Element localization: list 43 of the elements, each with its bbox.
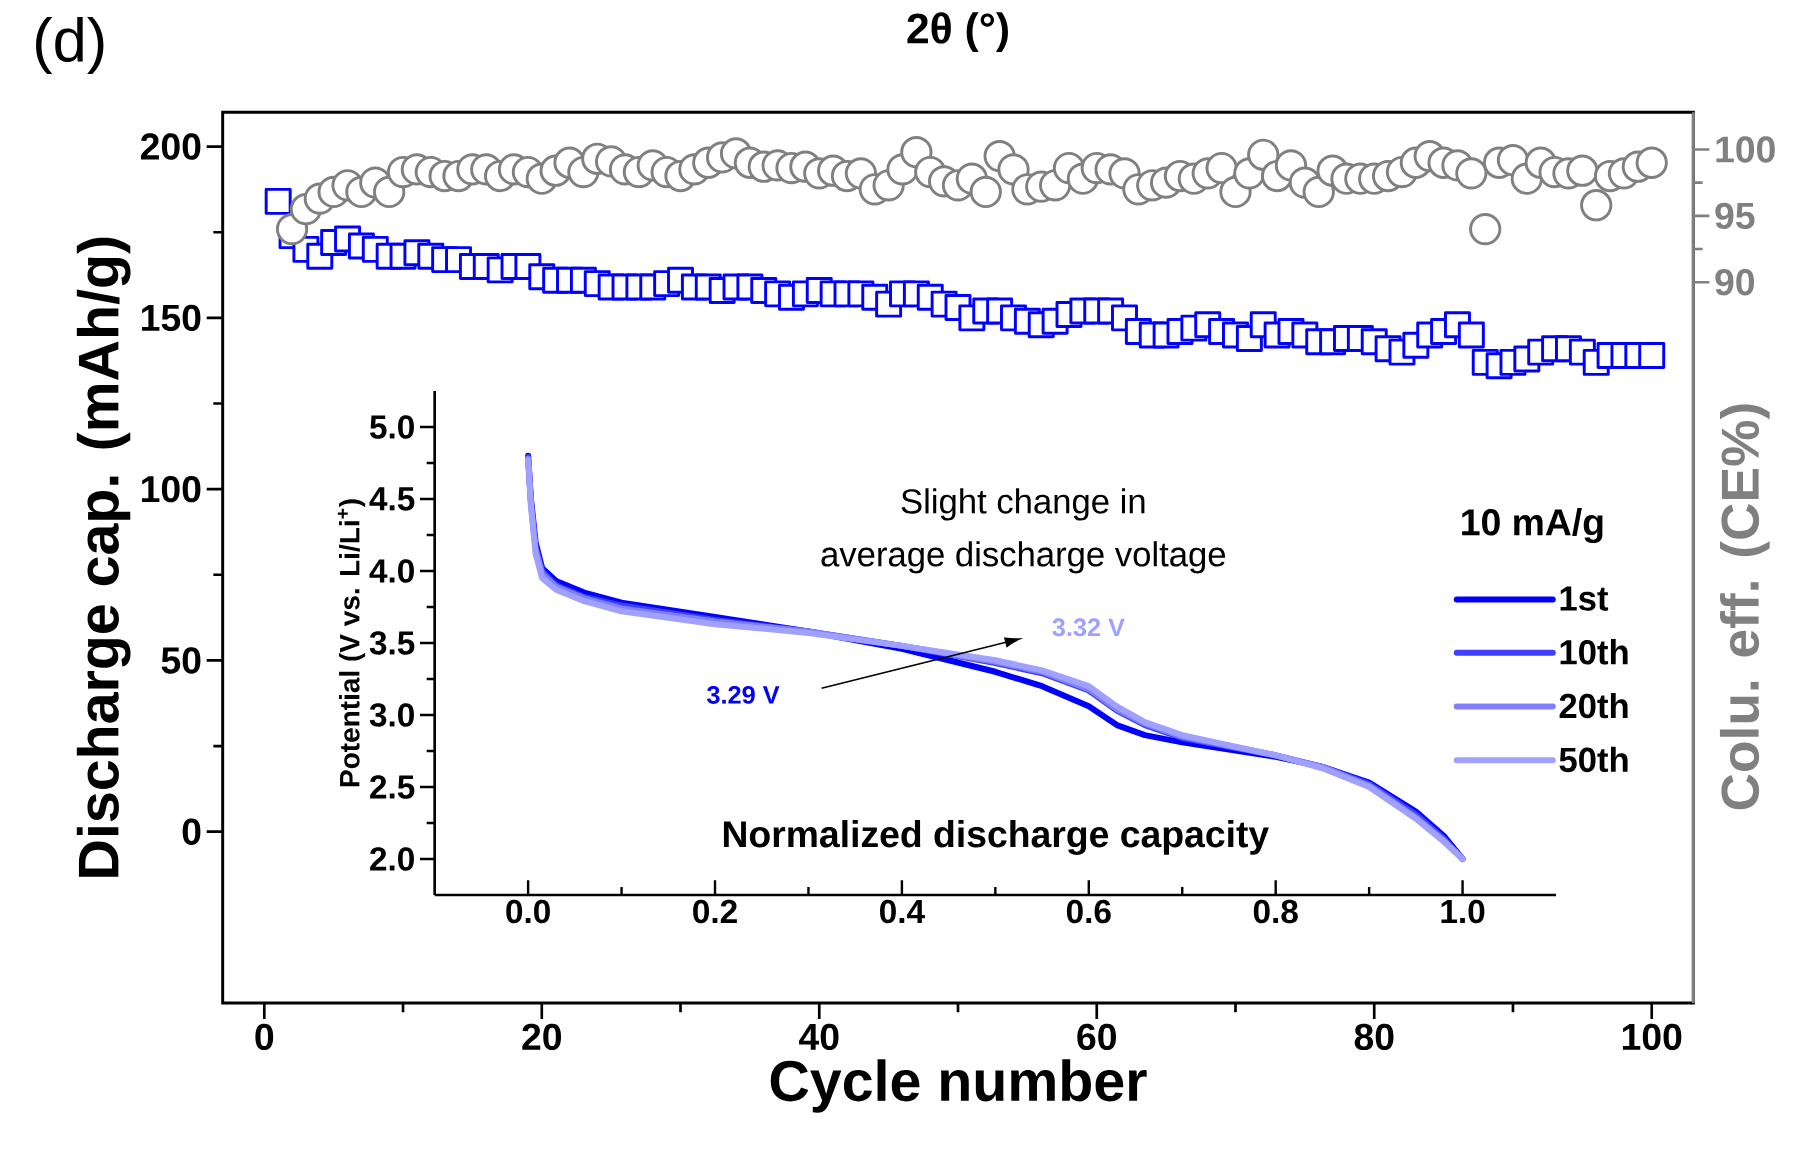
- y-tick-label: 3.5: [369, 631, 415, 655]
- y-tick-label: 2.0: [370, 847, 414, 871]
- x-tick-label: 1.0: [1441, 899, 1485, 924]
- y2-tick-label: 90: [1715, 269, 1755, 296]
- x-tick-label: 0.0: [506, 899, 550, 924]
- y-tick-label: 3.0: [369, 703, 414, 727]
- x-tick-label: 100: [1622, 1023, 1682, 1051]
- annotation: average discharge voltage: [821, 541, 1226, 574]
- y-tick-label: 4.5: [369, 487, 415, 511]
- x-tick-label: 40: [799, 1023, 839, 1051]
- x-tick-label: 80: [1354, 1023, 1394, 1051]
- x-tick-label: 0.4: [880, 899, 925, 924]
- y-tick-label: 0: [182, 818, 201, 845]
- text: (d): [36, 16, 104, 75]
- legend-label: 20th: [1559, 692, 1628, 719]
- annotation: Slight change in: [901, 488, 1145, 521]
- y-tick-label: 150: [142, 304, 201, 332]
- x-tick-label: 20: [522, 1023, 562, 1051]
- x-tick-label: 0.8: [1253, 899, 1298, 924]
- x-tick-label: 0: [255, 1023, 274, 1051]
- legend-label: 50th: [1559, 746, 1628, 773]
- y-axis-title: Discharge cap. (mAh/g): [76, 237, 131, 877]
- y-tick-label: 50: [161, 647, 201, 674]
- x-tick-label: 0.2: [693, 899, 737, 924]
- y-tick-label: 5.0: [369, 415, 414, 439]
- legend-label: 1st: [1560, 586, 1609, 611]
- y2-tick-label: 95: [1715, 202, 1755, 230]
- text: 2θ (°): [907, 12, 1008, 53]
- y-tick-label: 2.5: [370, 775, 415, 799]
- x-tick-label: 0.6: [1066, 899, 1111, 924]
- legend-title: 10 mA/g: [1462, 508, 1603, 544]
- y-axis-title: Potential (V vs. Li/Li$^{+}$): [337, 499, 366, 787]
- x-axis-title: Normalized discharge capacity: [723, 820, 1269, 855]
- legend-label: 10th: [1560, 639, 1628, 665]
- x-tick-label: 60: [1077, 1023, 1116, 1051]
- y2-axis-title: Colu. eff. (CE%): [1719, 404, 1770, 810]
- annotation: 3.29 V: [707, 685, 780, 704]
- y-tick-label: 4.0: [369, 559, 414, 583]
- y-tick-label: 200: [140, 133, 201, 160]
- y2-tick-label: 100: [1716, 136, 1775, 163]
- annotation: 3.32 V: [1052, 618, 1125, 637]
- x-axis-title: Cycle number: [770, 1059, 1147, 1113]
- y-tick-label: 100: [142, 475, 201, 503]
